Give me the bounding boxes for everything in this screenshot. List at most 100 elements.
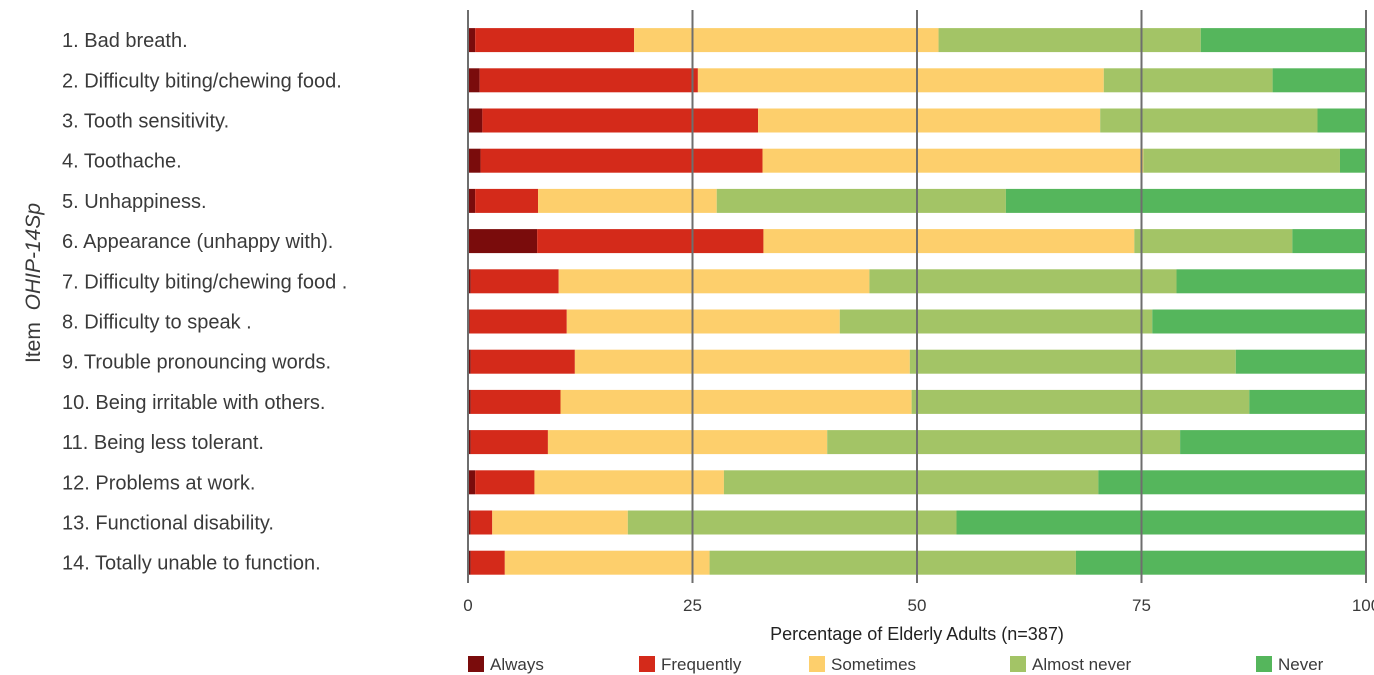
bar-segment	[1075, 550, 1366, 575]
bar-segment	[763, 229, 1135, 254]
bar-segment	[762, 148, 1144, 173]
category-labels: 1. Bad breath. 2. Difficulty biting/chewi…	[62, 30, 347, 575]
bar-segment	[1272, 68, 1366, 93]
bar-segment	[468, 28, 476, 53]
legend-label: Never	[1278, 655, 1324, 674]
bar-segment	[566, 309, 840, 334]
bar-segment	[716, 188, 1006, 213]
legend-label: Sometimes	[831, 655, 916, 674]
x-tick-label: 75	[1132, 596, 1151, 615]
category-label: 14. Totally unable to function.	[62, 553, 321, 575]
category-label: 6. Appearance (unhappy with).	[62, 231, 333, 253]
bar-segment	[1235, 349, 1366, 374]
bar-segment	[537, 229, 764, 254]
bar-segment	[475, 188, 539, 213]
category-label: 10. Being irritable with others.	[62, 392, 325, 414]
bar-segment	[1152, 309, 1366, 334]
bar-segment	[469, 309, 567, 334]
bar-segment	[492, 510, 628, 535]
legend-swatch	[639, 656, 655, 672]
legend-label: Always	[490, 655, 544, 674]
bar-segment	[956, 510, 1366, 535]
legend-swatch	[1256, 656, 1272, 672]
category-label: 11. Being less tolerant.	[62, 432, 264, 454]
bar-segment	[475, 470, 535, 495]
bar-segment	[839, 309, 1153, 334]
legend-swatch	[468, 656, 484, 672]
bar-segment	[911, 389, 1250, 414]
category-label: 5. Unhappiness.	[62, 191, 207, 213]
x-tick-label: 0	[463, 596, 472, 615]
bar-segment	[482, 108, 759, 133]
bar-segment	[470, 269, 559, 294]
bar-segment	[1249, 389, 1366, 414]
x-axis-title: Percentage of Elderly Adults (n=387)	[770, 624, 1064, 644]
bar-segment	[475, 28, 635, 53]
bar-segment	[1180, 430, 1366, 455]
bar-segment	[1292, 229, 1366, 254]
bar-segment	[634, 28, 939, 53]
category-label: 3. Tooth sensitivity.	[62, 111, 229, 133]
bar-segment	[470, 389, 561, 414]
bar-segment	[1200, 28, 1366, 53]
bar-segment	[1317, 108, 1366, 133]
bar-segment	[627, 510, 957, 535]
bar-segment	[480, 148, 763, 173]
bar-segment	[709, 550, 1076, 575]
category-label: 2. Difficulty biting/chewing food.	[62, 70, 342, 92]
bar-segment	[574, 349, 910, 374]
bars	[468, 28, 1366, 575]
bar-segment	[560, 389, 912, 414]
legend: Always Frequently Sometimes Almost never Nev…	[468, 655, 1324, 674]
bar-segment	[468, 550, 471, 575]
x-tick-label: 50	[908, 596, 927, 615]
bar-segment	[468, 188, 476, 213]
x-tick-label: 100	[1352, 596, 1374, 615]
bar-segment	[504, 550, 710, 575]
bar-segment	[938, 28, 1201, 53]
bar-segment	[468, 430, 471, 455]
bar-segment	[723, 470, 1099, 495]
bar-segment	[468, 229, 538, 254]
bar-segment	[479, 68, 698, 93]
bar-segment	[697, 68, 1104, 93]
bar-segment	[468, 269, 471, 294]
y-axis-title-italic: OHIP-14Sp	[22, 203, 45, 310]
bar-segment	[470, 510, 493, 535]
category-label: 13. Functional disability.	[62, 513, 274, 535]
bar-segment	[758, 108, 1101, 133]
bar-segment	[827, 430, 1181, 455]
x-tick-label: 25	[683, 596, 702, 615]
bar-segment	[1100, 108, 1318, 133]
bar-segment	[1339, 148, 1366, 173]
legend-label: Almost never	[1032, 655, 1132, 674]
bar-segment	[468, 389, 471, 414]
legend-label: Frequently	[661, 655, 742, 674]
bar-segment	[909, 349, 1236, 374]
legend-swatch	[1010, 656, 1026, 672]
bar-segment	[468, 349, 471, 374]
gridlines	[467, 10, 1367, 583]
category-label: 12. Problems at work.	[62, 472, 255, 494]
bar-segment	[468, 68, 480, 93]
bar-segment	[1103, 68, 1273, 93]
y-axis-title-prefix: Item	[22, 322, 45, 363]
y-axis-title: Item OHIP-14Sp	[22, 203, 45, 363]
bar-segment	[538, 188, 717, 213]
x-tick-labels: 0 25 50 75 100	[463, 596, 1374, 615]
bar-segment	[547, 430, 828, 455]
bar-segment	[470, 349, 575, 374]
bar-segment	[468, 148, 481, 173]
category-label: 7. Difficulty biting/chewing food .	[62, 271, 347, 293]
bar-segment	[468, 108, 483, 133]
bar-segment	[470, 550, 505, 575]
bar-segment	[1005, 188, 1366, 213]
category-label: 4. Toothache.	[62, 151, 182, 173]
category-label: 9. Trouble pronouncing words.	[62, 352, 331, 374]
bar-segment	[558, 269, 870, 294]
bar-segment	[1143, 148, 1340, 173]
bar-segment	[468, 510, 471, 535]
category-label: 1. Bad breath.	[62, 30, 188, 52]
bar-segment	[1134, 229, 1293, 254]
